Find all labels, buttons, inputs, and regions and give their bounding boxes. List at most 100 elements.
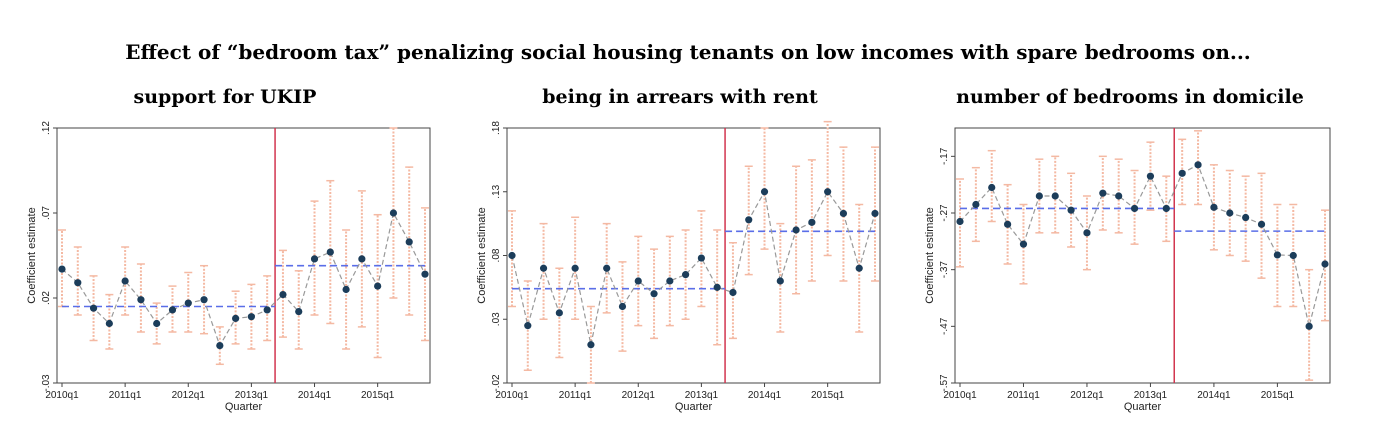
main-title: Effect of “bedroom tax” penalizing socia… (125, 40, 1251, 64)
estimate-point (1321, 260, 1329, 268)
estimate-point (326, 248, 334, 256)
x-tick-label: 2011q1 (1007, 390, 1040, 401)
estimate-point (1242, 213, 1250, 222)
estimate-point (618, 302, 627, 311)
y-tick-label: .18 (491, 121, 502, 135)
x-tick-label: 2015q1 (361, 390, 395, 401)
estimate-point (1273, 251, 1281, 259)
estimate-point (1051, 192, 1059, 200)
y-tick-label: -.57 (939, 374, 950, 392)
estimate-point (105, 319, 113, 328)
x-tick-label: 2013q1 (685, 390, 719, 401)
estimate-point (389, 209, 398, 217)
estimate-point (184, 299, 192, 307)
estimate-point (808, 218, 816, 226)
estimate-point (232, 314, 240, 322)
x-tick-label: 2014q1 (748, 390, 782, 401)
panel-title-ukip: support for UKIP (133, 86, 317, 108)
estimate-point (972, 200, 980, 209)
x-tick-label: 2010q1 (45, 390, 79, 401)
estimate-point (342, 285, 350, 294)
estimate-point (729, 288, 737, 297)
x-tick-label: 2012q1 (1070, 390, 1104, 401)
estimate-connector (511, 190, 876, 345)
estimate-point (1162, 204, 1170, 213)
y-axis-title: Coefficient estimate (924, 207, 936, 303)
estimate-point (374, 282, 382, 290)
estimate-point (634, 277, 642, 285)
x-tick-label: 2011q1 (109, 390, 142, 401)
y-tick-label: .02 (41, 291, 52, 305)
estimate-point (792, 226, 800, 234)
x-axis-title: Quarter (675, 401, 713, 413)
estimate-point (247, 313, 255, 321)
estimate-point (263, 306, 271, 314)
estimate-point (137, 296, 145, 304)
estimate-point (666, 277, 674, 285)
estimate-point (1004, 220, 1012, 228)
estimate-point (1194, 161, 1202, 169)
estimate-point (1146, 172, 1155, 180)
estimate-point (713, 283, 721, 291)
y-tick-label: -.17 (939, 147, 950, 165)
estimate-point (1226, 209, 1234, 217)
estimate-point (524, 322, 532, 330)
plot-frame (954, 127, 1331, 384)
estimate-point (650, 290, 658, 298)
y-axis-title: Coefficient estimate (26, 207, 38, 303)
x-tick-label: 2012q1 (622, 390, 656, 401)
x-tick-label: 2014q1 (1197, 390, 1231, 401)
estimate-point (1178, 169, 1186, 177)
y-axis-title: Coefficient estimate (476, 207, 488, 303)
plot-frame (56, 127, 431, 384)
estimate-point (824, 188, 832, 196)
y-tick-label: .12 (41, 121, 52, 135)
estimate-point (776, 277, 784, 285)
y-tick-label: -.37 (939, 261, 950, 279)
x-tick-label: 2015q1 (811, 390, 845, 401)
estimate-point (956, 217, 964, 226)
estimate-point (571, 264, 579, 272)
estimate-point (1083, 229, 1091, 237)
x-tick-label: 2015q1 (1261, 390, 1295, 401)
y-tick-label: -.47 (939, 317, 950, 335)
estimate-point (539, 264, 548, 272)
estimate-point (58, 265, 66, 273)
estimate-point (310, 255, 319, 263)
estimate-point (358, 255, 366, 263)
estimate-point (1019, 240, 1028, 248)
estimate-point (508, 251, 516, 260)
x-tick-label: 2010q1 (943, 390, 977, 401)
estimate-point (74, 279, 82, 287)
estimate-point (745, 216, 753, 224)
plot-frame (506, 127, 881, 384)
x-tick-label: 2014q1 (298, 390, 332, 401)
panel-title-bedrooms: number of bedrooms in domicile (956, 86, 1304, 108)
estimate-point (1067, 206, 1075, 214)
charts-svg: -.03 .02 .07 .12 2010q1 2011q1 2012q1 2013q1 201… (26, 121, 1331, 413)
y-tick-label: -.03 (41, 374, 52, 392)
estimate-point (216, 342, 224, 350)
chart-panel-1: -.02 .03 .08 .13 .18 2010q1 2011q1 2012q1 2013q1… (476, 121, 881, 413)
x-tick-label: 2013q1 (235, 390, 269, 401)
estimate-connector (959, 163, 1326, 327)
estimate-point (682, 271, 690, 279)
estimate-point (839, 209, 848, 218)
estimate-point (603, 264, 611, 272)
estimate-point (855, 264, 863, 272)
x-tick-label: 2011q1 (559, 390, 592, 401)
estimate-point (1099, 189, 1107, 197)
estimate-point (1130, 204, 1139, 213)
y-tick-label: .07 (41, 206, 52, 220)
estimate-connector (61, 211, 426, 348)
estimate-point (1305, 322, 1313, 330)
estimate-point (1289, 251, 1297, 260)
estimate-point (200, 296, 208, 304)
estimate-point (279, 291, 287, 299)
chart-panel-2: -.57 -.47 -.37 -.27 -.17 2010q1 2011q1 2012q1 20… (924, 127, 1331, 413)
estimate-point (168, 306, 177, 314)
x-axis-title: Quarter (1124, 401, 1162, 413)
estimate-point (1257, 220, 1266, 228)
x-tick-label: 2012q1 (172, 390, 206, 401)
estimate-point (988, 183, 996, 192)
